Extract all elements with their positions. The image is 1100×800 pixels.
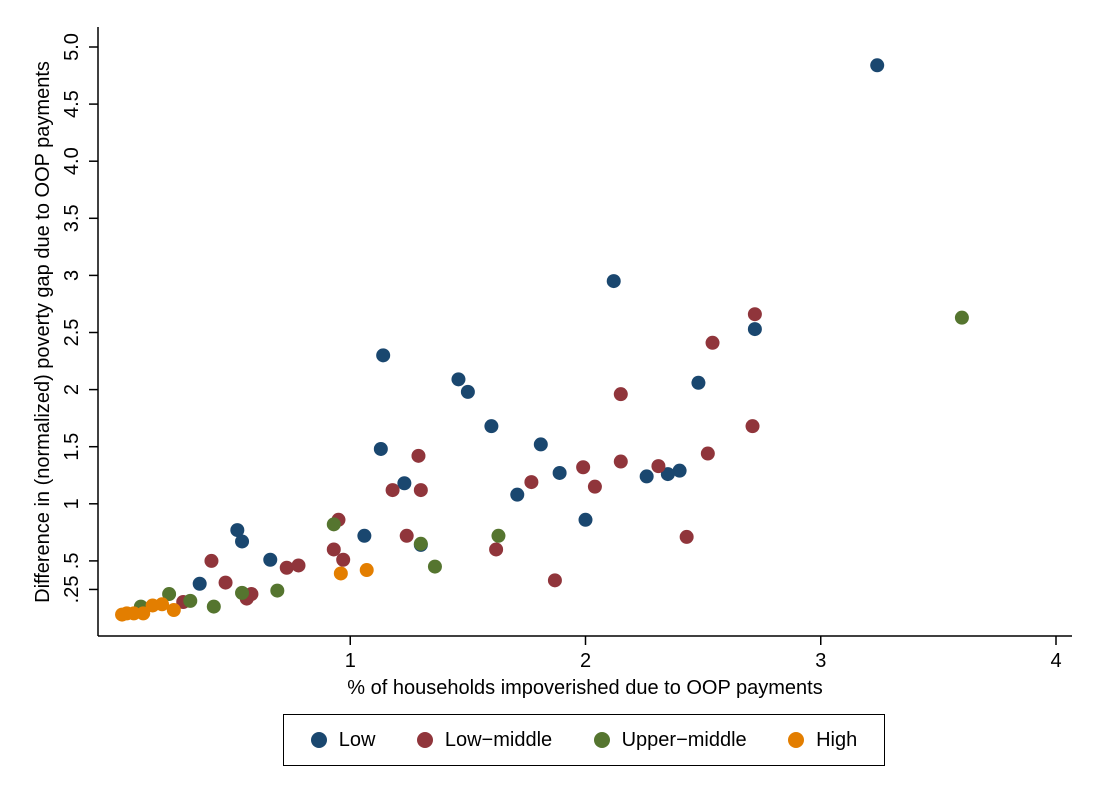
data-point-series-0 (230, 523, 245, 538)
data-point-series-3 (359, 563, 374, 578)
data-point-series-0 (747, 322, 762, 337)
x-tick-label: 1 (345, 650, 356, 672)
y-tick-label: 1.5 (61, 433, 83, 461)
data-point-series-1 (745, 419, 760, 434)
data-point-series-2 (162, 587, 177, 602)
y-tick-label: .25 (61, 576, 83, 604)
data-point-series-3 (115, 607, 130, 622)
data-point-series-0 (397, 476, 412, 491)
legend: Low Low−middle Upper−middle High (283, 714, 885, 766)
y-tick-label: 4.0 (61, 147, 83, 175)
data-point-series-1 (218, 575, 233, 590)
data-point-series-1 (705, 335, 720, 350)
data-point-series-2 (413, 536, 428, 551)
legend-label: Upper−middle (621, 728, 747, 751)
data-point-series-1 (547, 573, 562, 588)
data-point-series-1 (679, 529, 694, 544)
data-point-series-0 (552, 465, 567, 480)
legend-label: Low (338, 728, 376, 751)
data-point-series-0 (357, 528, 372, 543)
data-point-series-1 (576, 460, 591, 475)
data-point-series-1 (399, 528, 414, 543)
data-point-series-0 (192, 576, 207, 591)
data-point-series-2 (427, 559, 442, 574)
data-point-series-1 (524, 475, 539, 490)
y-tick-label: 2 (61, 384, 83, 395)
data-point-series-2 (954, 310, 969, 325)
legend-item: Upper−middle (593, 728, 747, 752)
data-point-series-0 (672, 463, 687, 478)
legend-marker (416, 732, 433, 748)
data-point-series-0 (691, 375, 706, 390)
data-point-series-2 (206, 599, 221, 614)
y-axis-title: Difference in (normalized) poverty gap d… (32, 61, 54, 603)
legend-item: Low−middle (416, 728, 553, 752)
data-point-series-1 (336, 552, 351, 567)
legend-marker (788, 732, 805, 748)
data-point-series-0 (451, 372, 466, 387)
data-point-series-0 (533, 437, 548, 452)
data-point-series-3 (166, 603, 181, 618)
data-point-series-2 (270, 583, 285, 598)
legend-label: Low−middle (444, 728, 553, 751)
legend-item: High (788, 729, 857, 752)
axes: 1 2 3 4 .25 .5 1 1.5 2 2.5 3 3.5 4.0 4.5 5.0 (61, 27, 1072, 672)
y-tick-label: 5.0 (61, 33, 83, 61)
legend-marker (593, 732, 610, 748)
data-point-series-0 (376, 348, 391, 363)
legend-marker (310, 732, 327, 748)
data-point-series-0 (578, 512, 593, 527)
y-tick-label: 2.5 (61, 319, 83, 347)
data-point-series-0 (606, 274, 621, 289)
data-point-series-0 (263, 552, 278, 567)
legend-label: High (816, 728, 858, 751)
y-tick-label: 3.5 (61, 204, 83, 232)
x-tick-label: 2 (580, 650, 591, 672)
data-point-series-1 (326, 542, 341, 557)
data-point-series-1 (291, 558, 306, 573)
data-point-series-1 (613, 454, 628, 469)
data-point-series-2 (491, 528, 506, 543)
data-point-series-0 (484, 419, 499, 434)
data-point-series-1 (279, 560, 294, 575)
data-point-series-0 (660, 467, 675, 482)
data-point-series-1 (587, 479, 602, 494)
y-tick-label: 1 (61, 498, 83, 509)
x-tick-label: 4 (1050, 650, 1061, 672)
data-point-series-0 (373, 441, 388, 456)
data-point-series-1 (651, 459, 666, 474)
data-point-series-3 (145, 598, 160, 613)
data-point-series-1 (204, 553, 219, 568)
data-point-series-1 (413, 483, 428, 498)
data-point-series-1 (747, 307, 762, 322)
data-point-series-2 (235, 585, 250, 600)
y-tick-label: 4.5 (61, 90, 83, 118)
data-point-series-0 (510, 487, 525, 502)
y-tick-label: .5 (61, 553, 83, 570)
legend-item: Low (310, 728, 376, 752)
x-tick-label: 3 (815, 650, 826, 672)
data-point-series-0 (870, 58, 885, 73)
data-points (115, 58, 969, 622)
data-point-series-0 (235, 534, 250, 549)
data-point-series-1 (613, 387, 628, 402)
data-point-series-1 (411, 448, 426, 463)
y-tick-label: 3 (61, 270, 83, 281)
data-point-series-3 (333, 566, 348, 581)
x-axis-title: % of households impoverished due to OOP … (347, 677, 822, 699)
data-point-series-1 (489, 542, 504, 557)
data-point-series-0 (460, 384, 475, 399)
data-point-series-3 (136, 606, 151, 621)
data-point-series-2 (183, 593, 198, 608)
data-point-series-1 (700, 446, 715, 461)
data-point-series-2 (326, 517, 341, 532)
data-point-series-0 (639, 469, 654, 484)
data-point-series-1 (385, 483, 400, 498)
